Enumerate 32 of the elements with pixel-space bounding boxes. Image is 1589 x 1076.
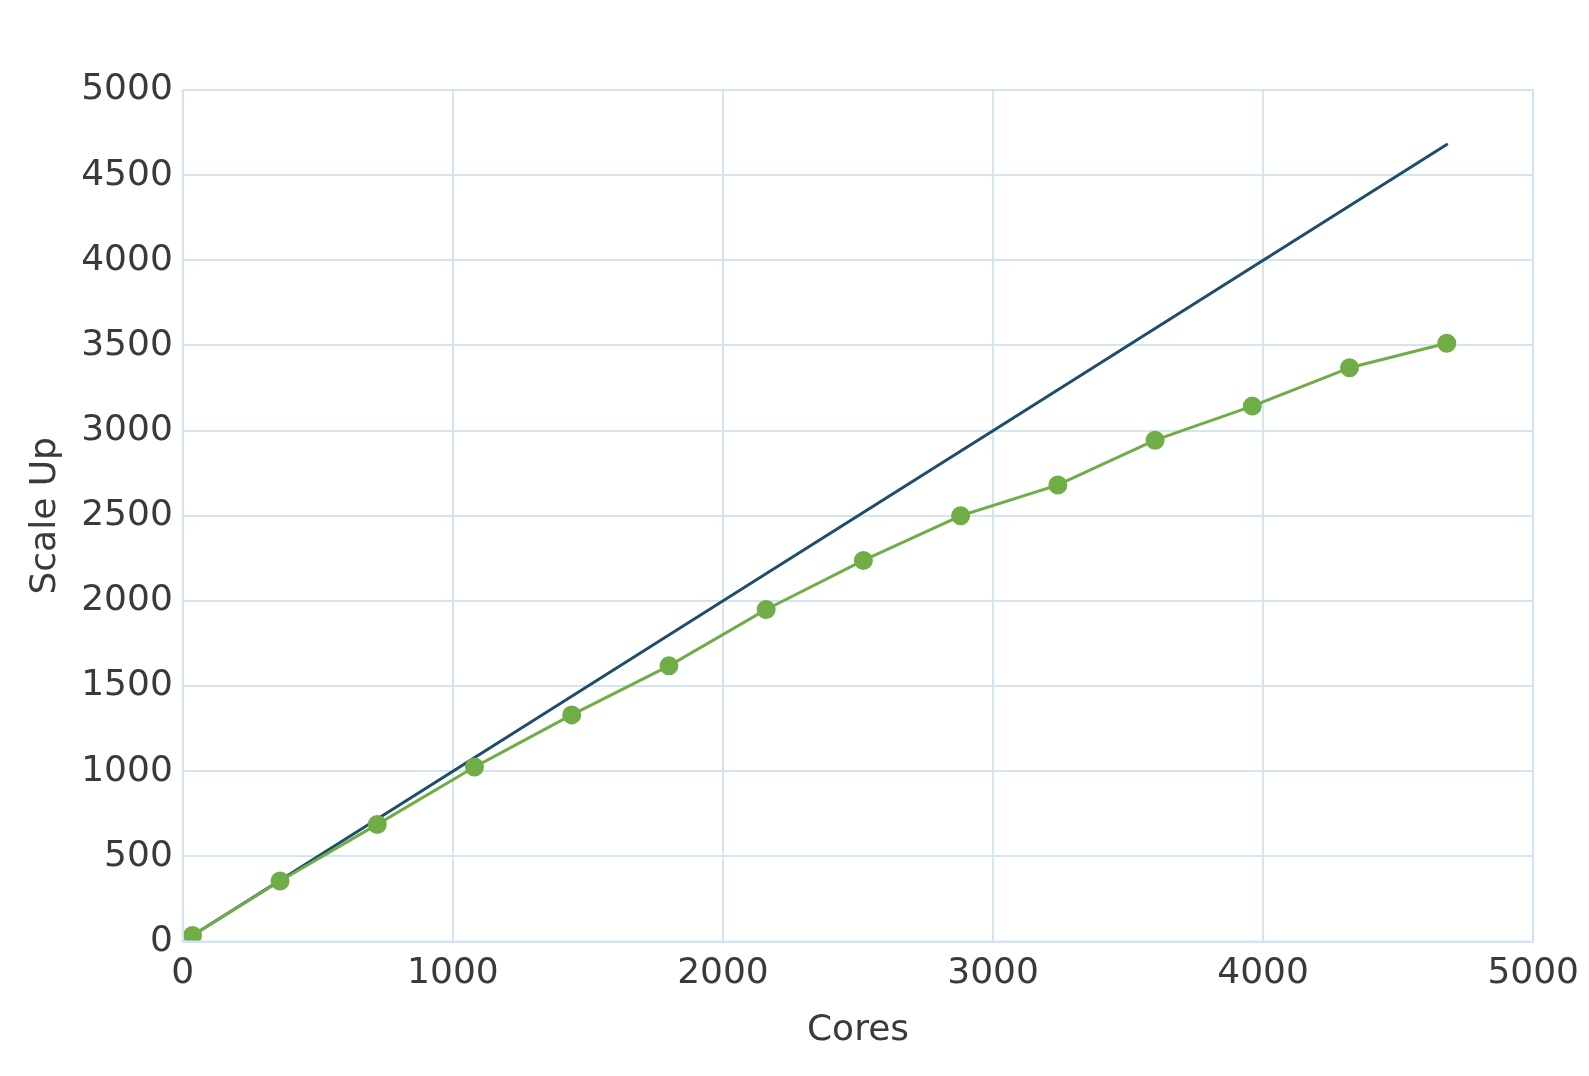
point bbox=[465, 757, 484, 777]
y-tick-label: 4000 bbox=[81, 236, 173, 278]
y-tick-label: 4500 bbox=[81, 151, 173, 193]
y-tick-label: 0 bbox=[149, 917, 173, 959]
y-tick-label: 500 bbox=[104, 832, 173, 874]
point bbox=[1340, 358, 1360, 378]
y-tick-label: 5000 bbox=[81, 66, 173, 108]
y-tick-label: 2000 bbox=[81, 577, 173, 619]
y-tick-label: 3500 bbox=[81, 321, 173, 363]
point bbox=[270, 871, 290, 891]
y-tick-label: 1000 bbox=[81, 747, 173, 789]
x-tick-label: 4000 bbox=[1217, 949, 1309, 991]
y-tick-label: 1500 bbox=[81, 662, 173, 704]
x-tick-label: 1000 bbox=[407, 949, 499, 991]
x-axis-title: Cores bbox=[806, 1006, 910, 1048]
point bbox=[659, 656, 679, 676]
point bbox=[756, 599, 776, 619]
point bbox=[1242, 396, 1262, 416]
y-axis-title: Scale Up bbox=[21, 437, 63, 595]
y-tick-label: 2500 bbox=[81, 492, 173, 534]
point bbox=[1145, 430, 1165, 450]
point bbox=[1437, 333, 1457, 353]
point bbox=[183, 925, 203, 942]
point bbox=[853, 550, 873, 570]
x-tick-label: 2000 bbox=[677, 949, 769, 991]
point bbox=[951, 506, 971, 526]
point bbox=[562, 705, 582, 725]
y-tick-label: 3000 bbox=[81, 407, 173, 448]
x-tick-label: 5000 bbox=[1487, 949, 1579, 991]
x-tick-label: 3000 bbox=[947, 949, 1039, 991]
point bbox=[1048, 475, 1068, 495]
point bbox=[367, 814, 387, 834]
